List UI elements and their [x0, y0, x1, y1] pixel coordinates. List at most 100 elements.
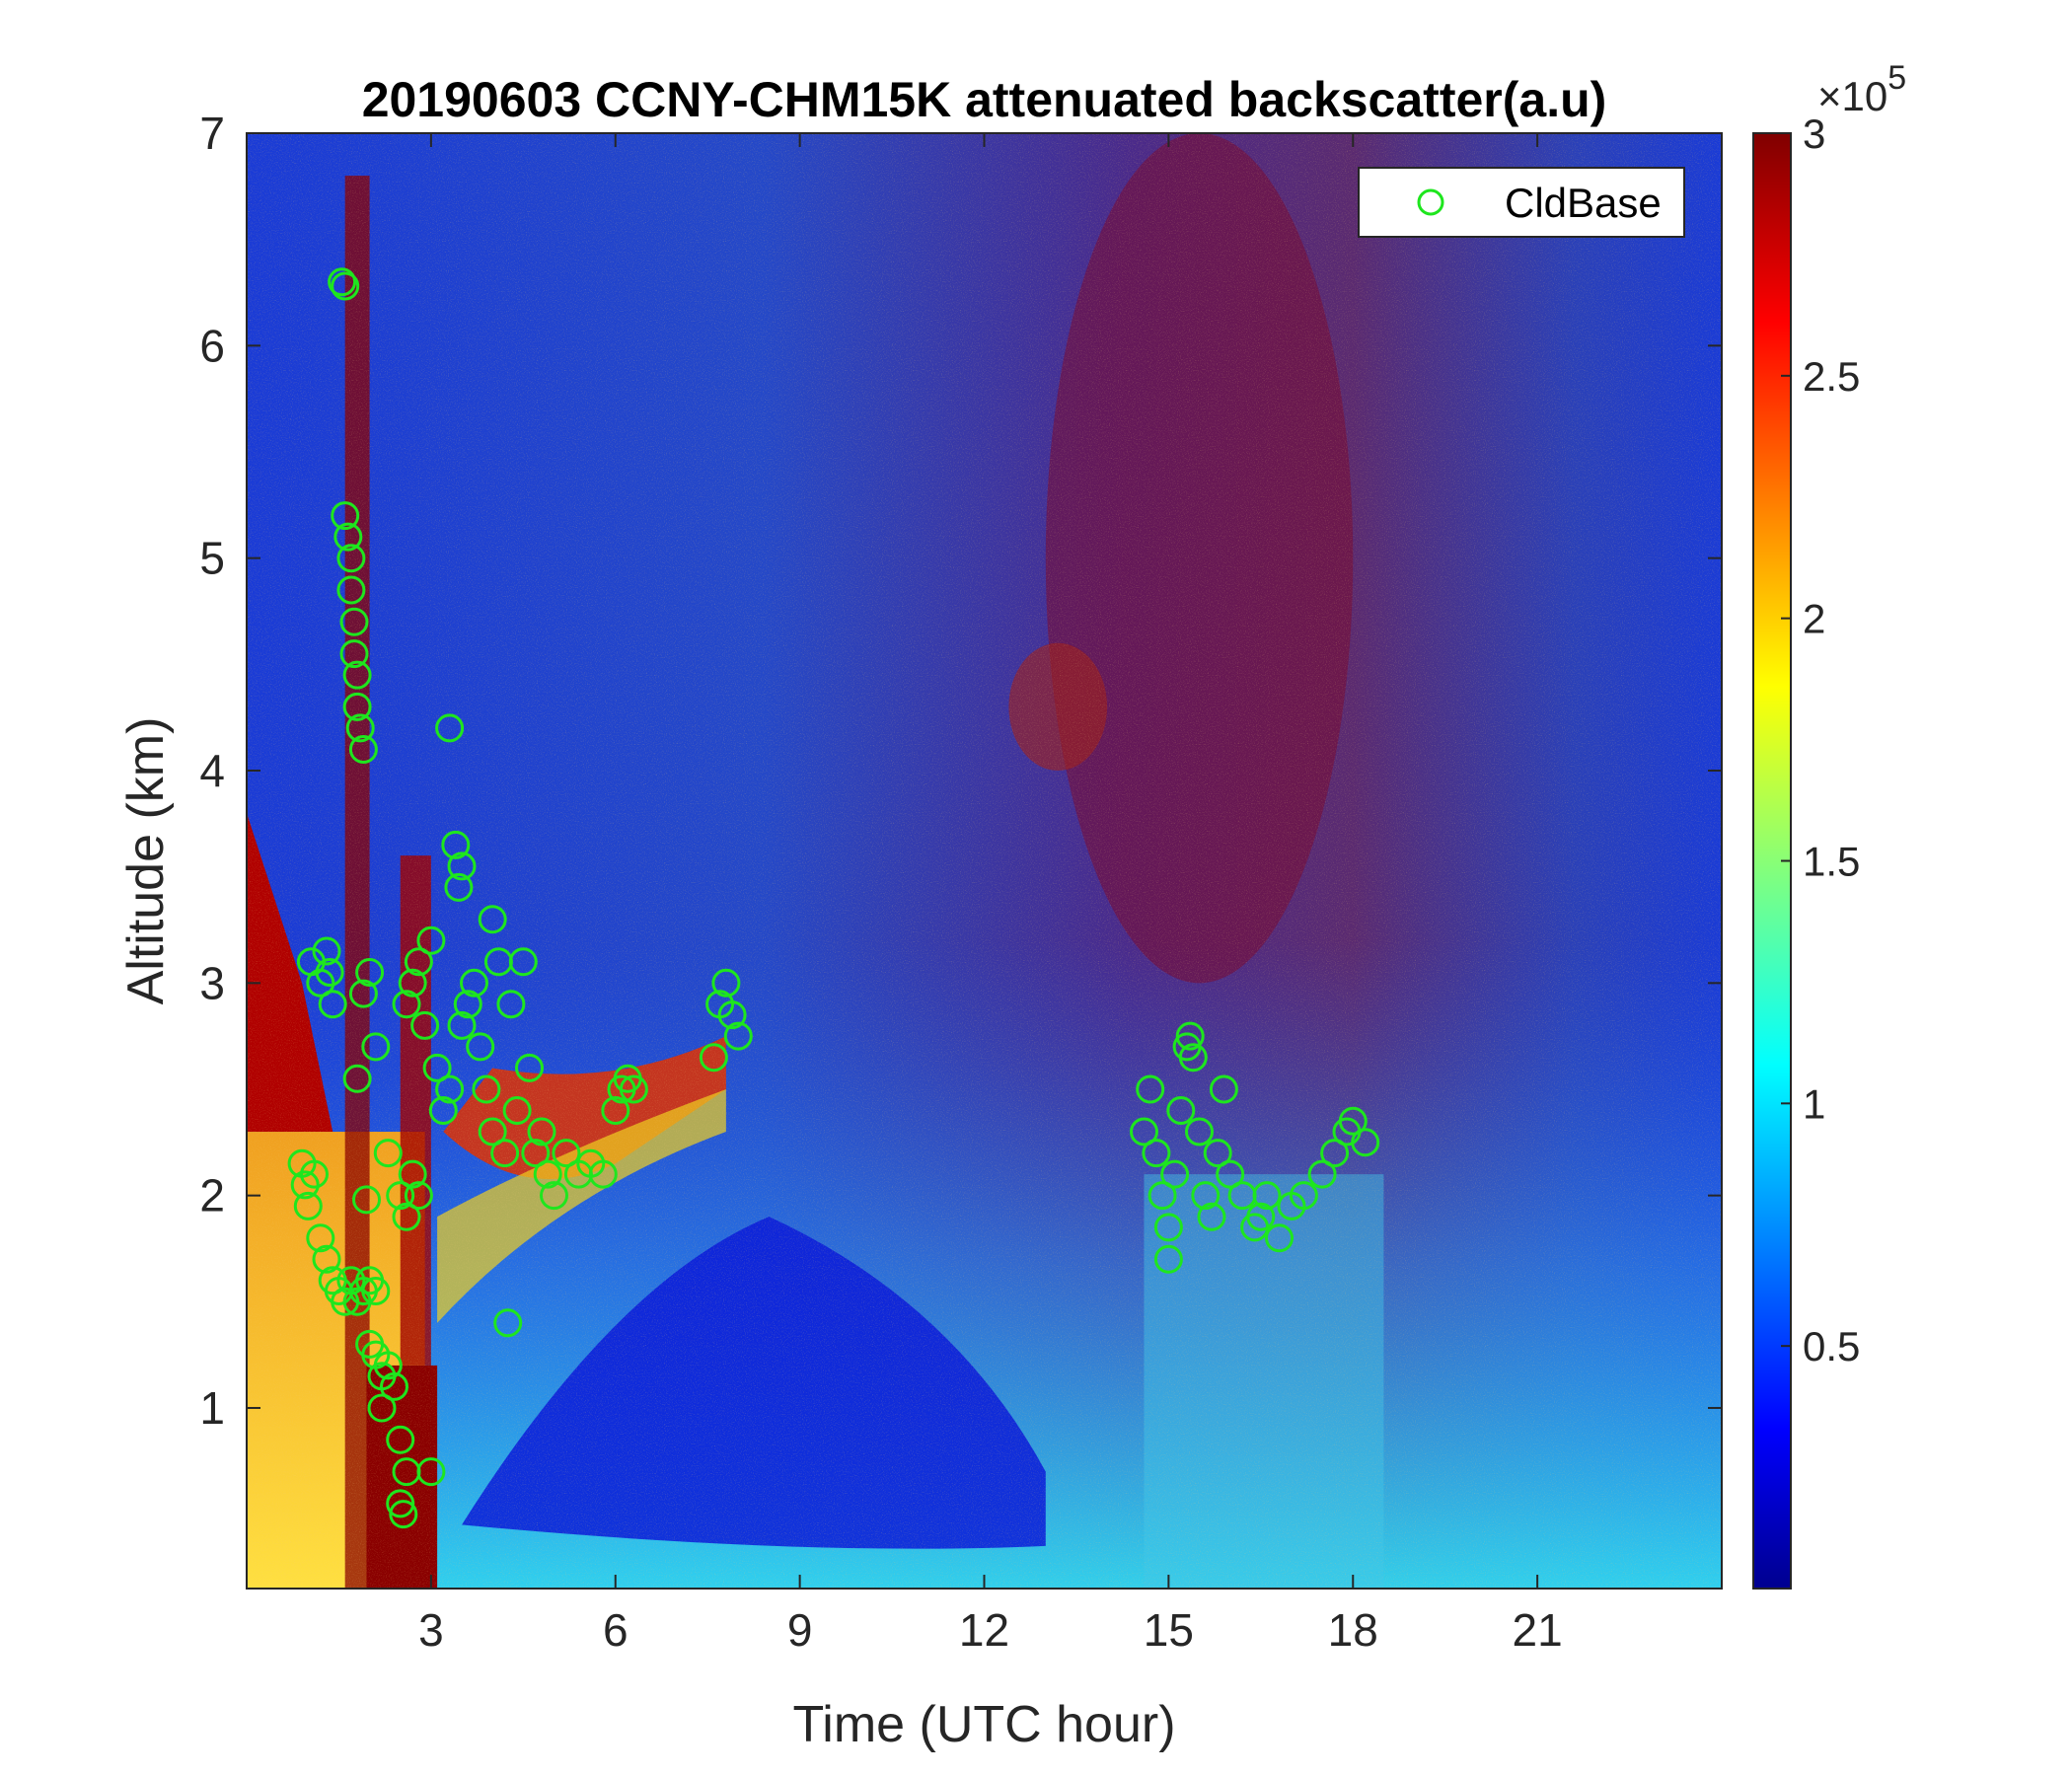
cldbase-point	[348, 735, 378, 764]
cldbase-point	[428, 1096, 458, 1125]
signal-noise	[247, 133, 1722, 1589]
cldbase-point	[1142, 1139, 1171, 1168]
cldbase-point	[502, 1096, 532, 1125]
cldbase-point	[373, 1139, 403, 1168]
x-tick-label: 6	[603, 1604, 629, 1656]
cldbase-point	[392, 1202, 421, 1231]
cldbase-point	[1246, 1202, 1276, 1231]
cldbase-point	[352, 1185, 381, 1215]
cldbase-point	[1130, 1117, 1158, 1147]
cldbase-point	[540, 1181, 568, 1211]
colorbar: 0.5 1 1.5 2 2.5 3 ×105	[1752, 59, 1906, 1590]
cldbase-point	[422, 1053, 452, 1082]
x-axis: 3 6 9 12 15 18 21	[418, 133, 1563, 1656]
cldbase-point	[588, 1159, 618, 1189]
x-tick-label: 3	[418, 1604, 444, 1656]
cldbase-point	[312, 936, 341, 966]
cldbase-point	[386, 1181, 415, 1211]
colorbar-tick-label: 2.5	[1803, 353, 1860, 400]
cldbase-point	[466, 1032, 495, 1062]
y-tick-label: 6	[199, 320, 225, 371]
y-tick-label: 3	[199, 957, 225, 1008]
cldbase-point	[416, 925, 446, 955]
x-tick-label: 12	[959, 1604, 1009, 1656]
cldbase-point	[312, 1244, 341, 1274]
cldbase-markers	[287, 267, 1380, 1529]
cldbase-point	[435, 1074, 465, 1104]
cldbase-point	[336, 575, 366, 605]
cldbase-point	[386, 1489, 415, 1518]
backscatter-heatmap	[247, 133, 1722, 1589]
cldbase-point	[331, 501, 360, 531]
cldbase-point	[472, 1074, 501, 1104]
cldbase-point	[1191, 1181, 1221, 1211]
cldbase-point	[478, 905, 507, 934]
y-tick-label: 5	[199, 533, 225, 584]
cldbase-point	[331, 271, 360, 301]
cldbase-point	[398, 968, 427, 998]
cldbase-point	[1351, 1128, 1380, 1157]
cldbase-point	[444, 872, 474, 902]
cldbase-point	[293, 1191, 323, 1221]
cldbase-point	[306, 968, 335, 998]
cldbase-point	[355, 958, 385, 987]
cldbase-point	[460, 968, 488, 998]
cldbase-point	[339, 639, 369, 669]
y-axis: 1 2 3 4 5 6 7	[199, 108, 1722, 1434]
y-tick-label: 4	[199, 745, 225, 796]
cldbase-point	[290, 1170, 320, 1200]
colorbar-tick-label: 1	[1803, 1080, 1825, 1127]
colorbar-ticks: 0.5 1 1.5 2 2.5 3	[1781, 111, 1860, 1369]
cldbase-point	[717, 1000, 747, 1030]
cldbase-point	[306, 1223, 335, 1253]
cldbase-point	[345, 713, 375, 743]
y-tick-label: 1	[199, 1382, 225, 1434]
cldbase-point	[711, 968, 741, 998]
cldbase-point	[441, 830, 471, 859]
cldbase-point	[493, 1308, 523, 1338]
cldbase-point	[601, 1096, 630, 1125]
legend-box	[1358, 167, 1685, 238]
cldbase-point	[478, 1117, 507, 1147]
cldbase-point	[515, 1053, 544, 1082]
cldbase-point	[336, 544, 366, 573]
cldbase-point	[416, 1457, 446, 1487]
cldbase-point	[367, 1393, 397, 1423]
colorbar-tick-label: 1.5	[1803, 839, 1860, 885]
y-tick-label: 7	[199, 108, 225, 159]
colorbar-multiplier: ×105	[1817, 59, 1906, 119]
cldbase-point	[300, 1159, 329, 1189]
cldbase-point	[496, 990, 526, 1019]
cldbase-point	[1216, 1159, 1245, 1189]
cldbase-point	[386, 1425, 415, 1454]
cldbase-point	[435, 713, 465, 743]
cldbase-point	[318, 990, 347, 1019]
legend-marker-cldbase	[1417, 188, 1444, 216]
cldbase-point	[699, 1043, 728, 1073]
colorbar-tick-label: 2	[1803, 596, 1825, 642]
cldbase-point	[361, 1277, 391, 1305]
cldbase-point	[453, 990, 482, 1019]
cldbase-point	[389, 1500, 418, 1529]
cldbase-point	[1307, 1159, 1337, 1189]
cldbase-point	[447, 851, 477, 881]
cldbase-point	[328, 267, 357, 297]
cldbase-point	[447, 1010, 477, 1040]
y-tick-label: 2	[199, 1170, 225, 1221]
colorbar-multiplier-base: ×10	[1817, 73, 1887, 119]
cldbase-point	[348, 979, 378, 1008]
cldbase-point	[398, 1159, 427, 1189]
x-tick-label: 15	[1144, 1604, 1194, 1656]
cldbase-point	[1178, 1043, 1208, 1073]
x-tick-label: 18	[1328, 1604, 1378, 1656]
cldbase-point	[490, 1139, 520, 1168]
cldbase-point	[392, 990, 421, 1019]
cldbase-point	[1175, 1021, 1205, 1051]
cldbase-point	[342, 660, 372, 690]
cldbase-point	[339, 607, 369, 636]
cldbase-point	[1136, 1074, 1165, 1104]
plot-area	[247, 133, 1722, 1589]
cldbase-point	[1197, 1202, 1226, 1231]
cldbase-point	[1320, 1139, 1350, 1168]
